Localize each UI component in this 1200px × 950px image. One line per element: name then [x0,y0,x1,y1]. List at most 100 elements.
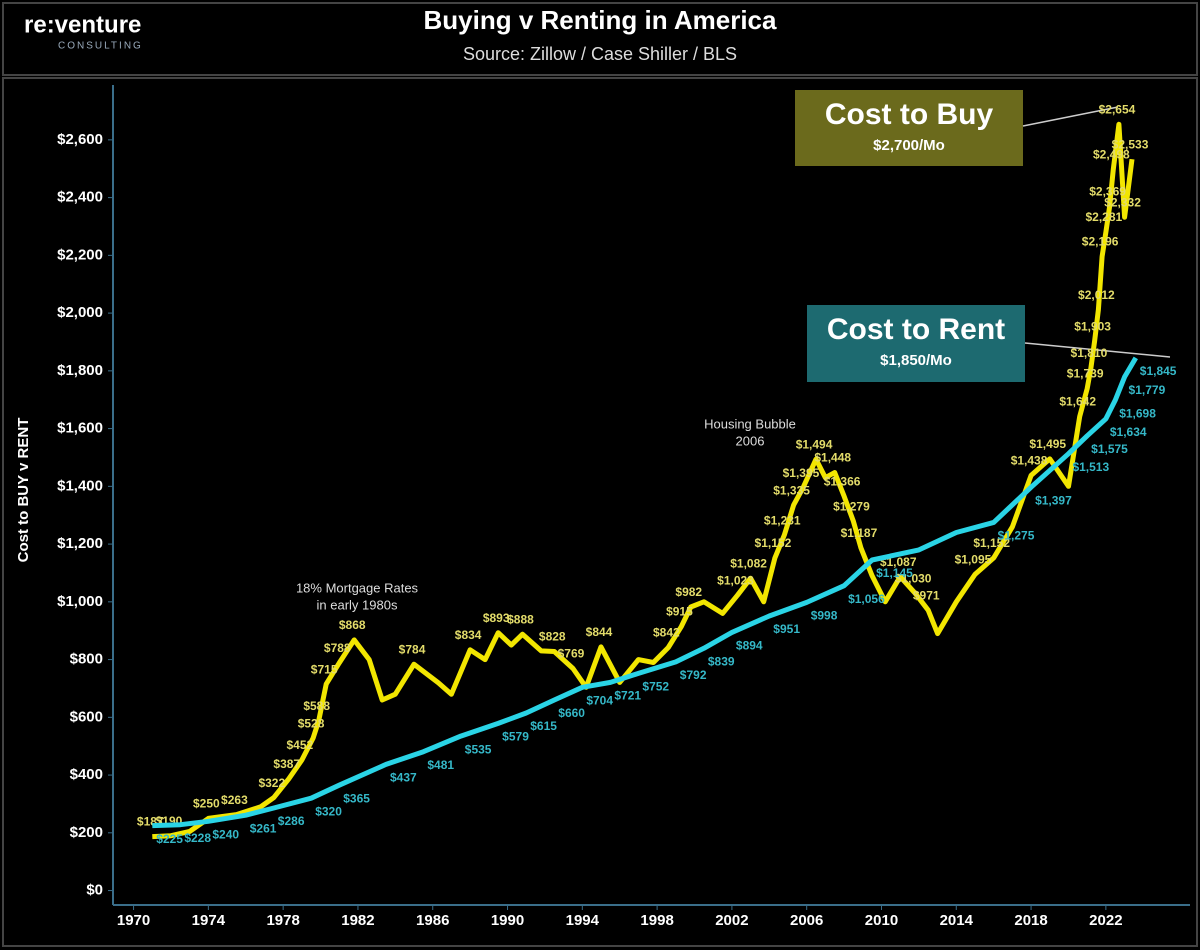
y-tick-label: $1,800 [57,362,103,379]
y-tick-label: $800 [70,651,103,668]
data-label: $286 [278,814,305,828]
chart-subtitle: Source: Zillow / Case Shiller / BLS [463,44,737,64]
y-tick-label: $1,200 [57,535,103,552]
data-label: $868 [339,618,366,632]
data-label: $951 [773,622,800,636]
data-label: $839 [708,654,735,668]
data-label: $1,448 [814,451,851,465]
y-tick-label: $2,400 [57,189,103,206]
data-label: $1,513 [1072,460,1109,474]
x-tick-label: 1990 [491,912,524,929]
data-label: $1,495 [1029,437,1066,451]
data-label: $1,845 [1140,364,1177,378]
x-tick-label: 2018 [1014,912,1047,929]
data-label: $1,698 [1119,406,1156,420]
data-label: $1,187 [841,526,878,540]
data-label: $1,082 [730,556,767,570]
data-label: $528 [298,716,325,730]
x-tick-label: 1974 [192,912,226,929]
data-label: $437 [390,771,417,785]
data-label: $365 [343,791,370,805]
data-label: $588 [303,699,330,713]
data-label: $1,634 [1110,425,1147,439]
y-tick-label: $0 [86,882,103,899]
data-label: $1,397 [1035,493,1072,507]
data-label: $579 [502,730,529,744]
annotation: Housing Bubble [704,416,796,431]
data-label: $752 [642,680,669,694]
data-label: $1,145 [876,566,913,580]
data-label: $784 [399,642,426,656]
data-label: $893 [483,611,510,625]
data-label: $1,275 [998,529,1035,543]
data-label: $2,281 [1086,210,1123,224]
data-label: $769 [558,647,585,661]
plot-frame [2,77,1198,947]
data-label: $250 [193,797,220,811]
annotation: 2006 [736,433,765,448]
data-label: $1,810 [1071,346,1108,360]
data-label: $240 [212,827,239,841]
x-tick-label: 1978 [266,912,299,929]
x-tick-label: 2022 [1089,912,1122,929]
y-tick-label: $2,000 [57,304,103,321]
data-label: $1,395 [783,466,820,480]
data-label: $261 [250,821,277,835]
data-label: $2,533 [1112,137,1149,151]
y-tick-label: $400 [70,766,103,783]
data-label: $998 [811,609,838,623]
y-tick-label: $2,200 [57,246,103,263]
annotation: 18% Mortgage Rates [296,580,419,595]
data-label: $1,056 [848,592,885,606]
data-label: $971 [913,588,940,602]
data-label: $1,438 [1011,454,1048,468]
data-label: $834 [455,628,482,642]
y-axis-label: Cost to BUY v RENT [15,418,32,563]
data-label: $322 [258,776,285,790]
data-label: $1,030 [895,571,932,585]
x-tick-label: 1982 [341,912,374,929]
header [2,2,1198,76]
callout-arrow [1024,342,1171,358]
data-label: $1,642 [1059,395,1096,409]
data-label: $721 [614,689,641,703]
data-label: $452 [286,738,313,752]
data-label: $225 [156,832,183,846]
x-tick-label: 1998 [640,912,673,929]
data-label: $1,779 [1129,383,1166,397]
data-label: $1,023 [717,573,754,587]
logo-name: re:venture [24,11,141,38]
callout-box [807,305,1025,382]
data-label: $228 [184,831,211,845]
y-tick-label: $600 [70,708,103,725]
data-label: $1,279 [833,499,870,513]
series-line [152,356,1138,829]
callout-arrow [1022,106,1119,127]
data-label: $1,152 [973,536,1010,550]
data-label: $660 [558,706,585,720]
data-label: $2,012 [1078,288,1115,302]
x-tick-label: 1986 [416,912,449,929]
callout-title: Cost to Rent [827,313,1005,346]
callout-box [795,90,1023,166]
y-tick-label: $200 [70,824,103,841]
data-label: $788 [324,641,351,655]
data-label: $715 [311,662,338,676]
data-label: $894 [736,639,763,653]
data-label: $842 [653,626,680,640]
callout-text: $2,700/Mo [873,137,945,154]
chart-title: Buying v Renting in America [424,5,778,35]
x-tick-label: 1994 [566,912,600,929]
data-label: $2,498 [1093,147,1130,161]
data-label: $792 [680,668,707,682]
x-tick-label: 2014 [940,912,974,929]
data-label: $1,335 [773,483,810,497]
y-tick-label: $1,600 [57,420,103,437]
data-label: $320 [315,804,342,818]
data-label: $1,366 [824,474,861,488]
data-label: $1,231 [764,513,801,527]
x-tick-label: 2002 [715,912,748,929]
data-label: $535 [465,742,492,756]
logo-tagline: CONSULTING [58,41,143,52]
